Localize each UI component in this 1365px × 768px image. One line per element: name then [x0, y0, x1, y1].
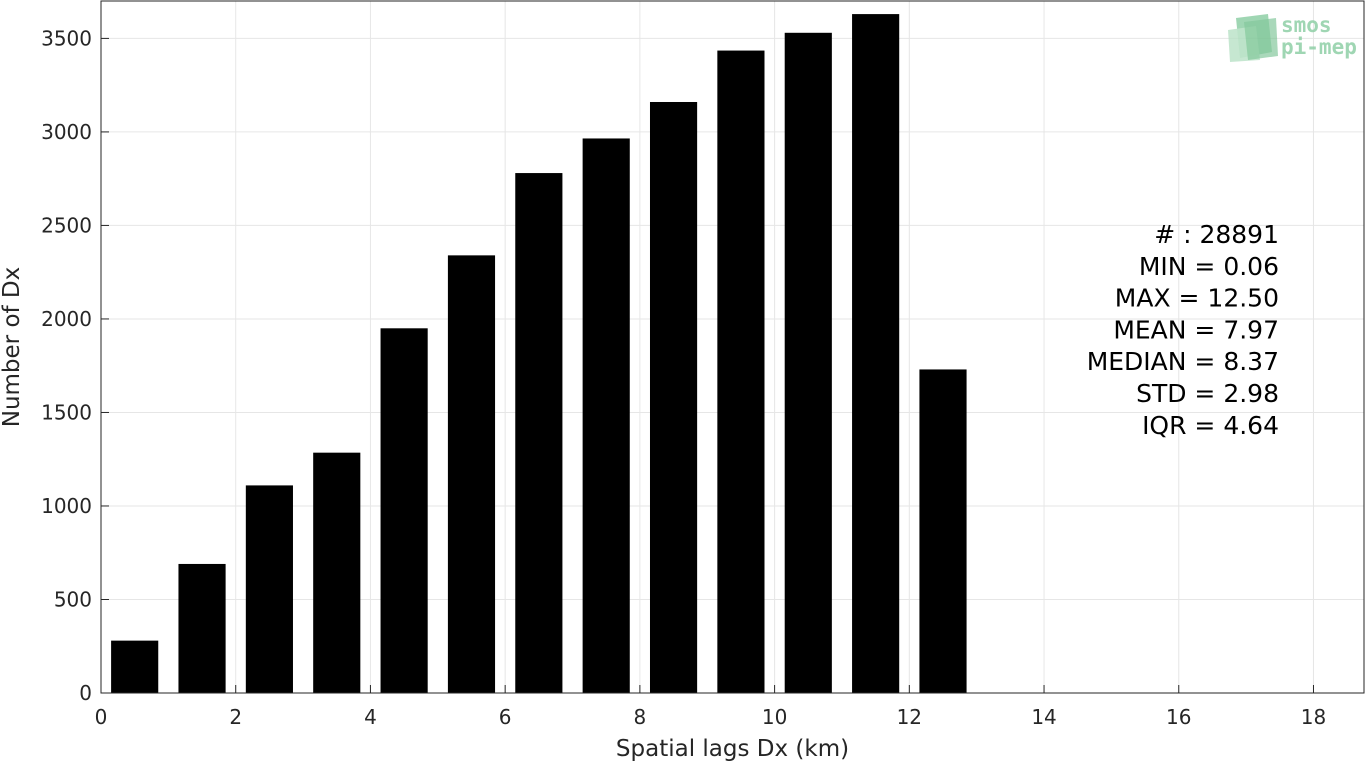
histogram-bar [649, 101, 698, 694]
stats-line: MEDIAN = 8.37 [1087, 347, 1279, 376]
y-tick-label: 3000 [41, 120, 92, 144]
y-axis-title: Number of Dx [0, 267, 25, 428]
x-axis-title: Spatial lags Dx (km) [616, 736, 849, 762]
histogram-bar [919, 369, 967, 693]
histogram-bar [447, 255, 496, 693]
x-tick-label: 18 [1301, 705, 1326, 729]
histogram-bar [313, 452, 361, 693]
logo-text-smos: smos [1281, 13, 1332, 37]
stats-line: IQR = 4.64 [1142, 411, 1279, 440]
tick-labels: 0 2 4 6 8 10 12 14 16 18 0 500 1000 1500 2000 2500 3000 3… [41, 26, 1326, 729]
logo-text-pi-mep: pi-mep [1281, 35, 1357, 59]
x-tick-label: 4 [364, 705, 377, 729]
histogram-bar [717, 50, 765, 694]
histogram-bar [111, 640, 159, 693]
histogram-bar [178, 563, 226, 693]
x-tick-label: 8 [634, 705, 647, 729]
smos-pi-mep-logo: smos pi-mep [1228, 13, 1357, 62]
stats-line: MIN = 0.06 [1139, 252, 1279, 281]
histogram-bar [245, 485, 293, 693]
x-tick-label: 12 [897, 705, 922, 729]
y-tick-label: 0 [79, 681, 92, 705]
y-tick-label: 1500 [41, 400, 92, 424]
histogram-bar [380, 328, 428, 693]
y-tick-label: 1000 [41, 494, 92, 518]
stats-line: MAX = 12.50 [1115, 284, 1279, 313]
stats-line: # : 28891 [1154, 220, 1279, 249]
x-tick-label: 0 [95, 705, 108, 729]
histogram-bar [852, 14, 900, 693]
ticks [100, 37, 1314, 694]
y-tick-label: 2000 [41, 307, 92, 331]
x-tick-label: 10 [762, 705, 787, 729]
stats-line: MEAN = 7.97 [1113, 315, 1279, 344]
bars [111, 14, 967, 694]
y-tick-label: 2500 [41, 213, 92, 237]
histogram-bar [515, 173, 563, 693]
x-tick-label: 14 [1031, 705, 1056, 729]
x-tick-label: 16 [1166, 705, 1191, 729]
y-tick-label: 500 [54, 587, 92, 611]
y-tick-label: 3500 [41, 26, 92, 50]
histogram-bar [582, 138, 630, 694]
logo-mark-icon [1228, 14, 1278, 62]
stats-line: STD = 2.98 [1136, 379, 1279, 408]
histogram-bar [784, 32, 832, 693]
plot-frame [100, 0, 1365, 694]
x-tick-label: 6 [499, 705, 512, 729]
x-tick-label: 2 [229, 705, 242, 729]
